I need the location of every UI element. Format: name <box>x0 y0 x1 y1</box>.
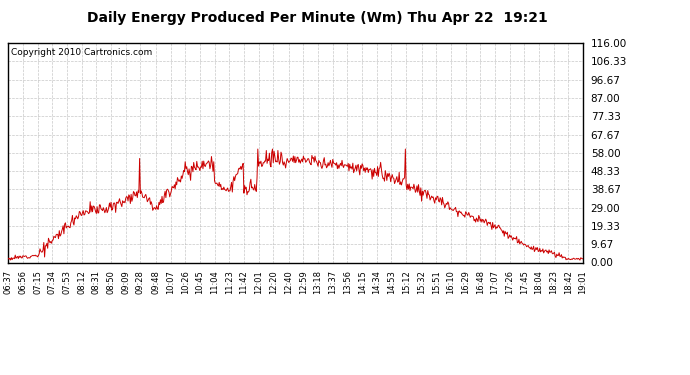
Text: Daily Energy Produced Per Minute (Wm) Thu Apr 22  19:21: Daily Energy Produced Per Minute (Wm) Th… <box>87 11 548 25</box>
Text: Copyright 2010 Cartronics.com: Copyright 2010 Cartronics.com <box>11 48 152 57</box>
